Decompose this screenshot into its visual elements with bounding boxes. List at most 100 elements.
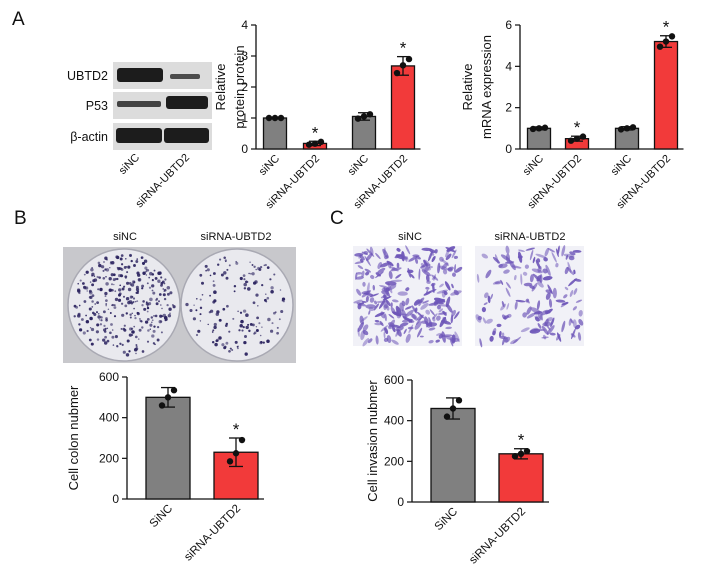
colony-dot	[234, 340, 238, 344]
colony-dot	[157, 271, 161, 276]
colony-dot	[168, 307, 172, 311]
stained-cell	[451, 334, 456, 344]
colony-dot	[121, 343, 124, 346]
colony-dot	[105, 299, 108, 302]
y-tick-label: 4	[241, 18, 248, 32]
significance-star: *	[663, 18, 670, 37]
colony-dot	[270, 286, 274, 290]
colony-dot	[242, 309, 247, 313]
colony-dot	[108, 277, 112, 281]
stained-cell	[485, 269, 492, 279]
colony-dot	[242, 325, 245, 329]
stained-cell	[557, 245, 560, 255]
stained-cell	[499, 335, 508, 340]
stained-cell	[439, 256, 444, 262]
colony-dot	[131, 330, 135, 334]
stained-cell	[394, 254, 402, 259]
colony-dot	[209, 294, 211, 297]
stained-cell	[506, 281, 511, 289]
stained-cell	[361, 290, 371, 295]
stained-cell	[374, 300, 377, 305]
colony-dot	[82, 282, 85, 285]
stained-cell	[501, 301, 505, 308]
stained-cell	[501, 332, 505, 337]
stained-cell	[508, 259, 516, 271]
bar	[653, 40, 679, 150]
colony-dot	[105, 282, 109, 286]
stained-cell	[425, 322, 429, 328]
stained-cell	[543, 334, 547, 340]
x-category-label: siNC	[257, 153, 282, 178]
colony-dot	[131, 280, 136, 284]
colony-dot	[163, 316, 168, 320]
stained-cell	[405, 333, 411, 343]
stained-cell	[506, 303, 510, 310]
colony-dot	[98, 263, 102, 268]
stained-cell	[364, 255, 371, 267]
colony-dot	[213, 299, 217, 303]
data-point	[567, 137, 575, 144]
colony-dot	[134, 314, 136, 317]
colony-dot	[215, 312, 220, 316]
colony-dot	[118, 288, 122, 292]
colony-dot	[117, 267, 121, 271]
bar	[351, 115, 377, 150]
colony-dot	[163, 288, 167, 292]
colony-dot	[80, 318, 84, 321]
colony-dot	[185, 302, 189, 307]
stained-cell	[490, 293, 494, 300]
colony-dot	[146, 305, 149, 308]
stained-cell	[374, 312, 385, 318]
stained-cell	[534, 315, 540, 319]
chart-cell-invasion-number: 0 200 400 600 Cell invasion nubmer SiNC * siRNA…	[365, 373, 549, 567]
colony-dot	[131, 312, 133, 314]
stained-cell	[408, 319, 413, 323]
stained-cell	[361, 270, 365, 278]
colony-dot	[104, 291, 108, 296]
colony-dot	[264, 298, 267, 302]
stained-cell	[419, 335, 424, 338]
colony-dot	[283, 300, 285, 303]
stained-cell	[354, 261, 364, 264]
colony-dot	[103, 324, 106, 328]
stained-cell	[564, 286, 569, 291]
stained-cell	[391, 339, 399, 345]
colony-dot	[154, 343, 156, 346]
colony-dot	[212, 280, 215, 283]
colony-dot	[195, 309, 198, 312]
colony-dot	[259, 341, 263, 345]
colony-dot	[282, 297, 285, 300]
colony-dot	[263, 264, 266, 267]
stained-cell	[355, 276, 365, 280]
colony-dot	[91, 274, 93, 277]
colony-dot	[143, 307, 147, 311]
colony-dot	[137, 338, 140, 340]
colony-dot	[189, 308, 193, 313]
stained-cell	[375, 271, 384, 279]
stained-cell	[388, 313, 395, 319]
stained-cell	[383, 247, 386, 258]
stained-cell	[415, 316, 423, 325]
stained-cell	[537, 323, 542, 329]
colony-dot	[105, 258, 108, 260]
stained-cell	[356, 288, 362, 296]
colony-dot	[248, 272, 250, 275]
stained-cell	[498, 331, 502, 337]
colony-dot	[222, 307, 226, 311]
colony-dot	[242, 274, 246, 277]
stained-cell	[479, 338, 483, 348]
colony-dot	[110, 273, 114, 277]
colony-dot	[269, 278, 272, 281]
colony-dot	[83, 300, 87, 303]
colony-dot	[102, 269, 105, 272]
stained-cell	[384, 313, 387, 322]
colony-dot	[169, 312, 171, 315]
colony-dot	[102, 338, 106, 342]
y-axis-title: Cell invasion nubmer	[365, 380, 380, 502]
colony-dot	[136, 311, 139, 315]
data-point	[449, 405, 457, 412]
colony-dot	[124, 275, 128, 279]
stained-cell	[561, 245, 566, 257]
stained-cell	[428, 339, 434, 344]
